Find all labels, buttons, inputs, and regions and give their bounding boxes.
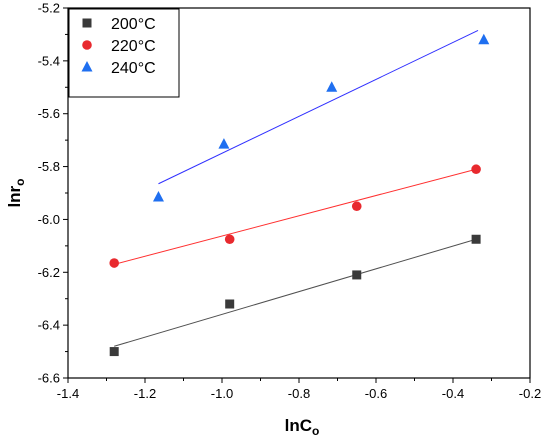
legend-marker-1 xyxy=(82,40,92,50)
legend-label-2: 240°C xyxy=(111,60,156,77)
x-tick-label: -0.6 xyxy=(365,386,387,401)
legend-label-1: 220°C xyxy=(111,38,156,55)
legend-label-0: 200°C xyxy=(111,16,156,33)
legend-marker-0 xyxy=(82,18,92,28)
data-point-s0-2 xyxy=(352,270,362,280)
data-point-s1-3 xyxy=(471,164,481,175)
data-point-s2-0 xyxy=(152,190,164,202)
data-point-s0-0 xyxy=(109,347,119,357)
x-tick-label: -1.2 xyxy=(134,386,156,401)
x-tick-label: -1.4 xyxy=(57,386,79,401)
data-point-s2-3 xyxy=(478,33,490,45)
fit-line-1 xyxy=(114,168,477,265)
x-axis-title-sub: o xyxy=(312,424,319,438)
y-tick-label: -5.8 xyxy=(38,159,60,174)
legend-marker-2 xyxy=(81,61,93,72)
y-axis-title-sub: o xyxy=(13,178,27,185)
y-axis-title: lnro xyxy=(5,178,27,207)
y-tick-label: -6.4 xyxy=(38,318,60,333)
data-point-s1-0 xyxy=(109,258,119,268)
data-point-s2-2 xyxy=(326,81,338,92)
y-tick-label: -6.6 xyxy=(38,371,60,386)
x-tick-label: -0.2 xyxy=(519,386,541,401)
legend: 200°C 220°C 240°C xyxy=(68,8,180,98)
fit-line-0 xyxy=(114,238,477,347)
data-point-s2-1 xyxy=(218,138,230,149)
fit-line-2 xyxy=(158,30,479,185)
x-axis-title: lnCo xyxy=(285,416,320,438)
data-point-s1-1 xyxy=(224,234,235,245)
x-tick-label: -0.4 xyxy=(442,386,464,401)
y-tick-label: -6.0 xyxy=(38,212,60,227)
plot-area: -1.4 -1.2 -1.0 -0.8 -0.6 -0.4 -0.2 -6.6 -6.4 -6.2… xyxy=(38,1,542,402)
y-tick-label: -5.6 xyxy=(38,106,60,121)
y-tick-label: -5.4 xyxy=(38,53,60,68)
y-tick-label: -6.2 xyxy=(38,265,60,280)
x-tick-label: -0.8 xyxy=(288,386,310,401)
y-tick-label: -5.2 xyxy=(38,1,60,16)
x-tick-label: -1.0 xyxy=(211,386,233,401)
data-point-s0-3 xyxy=(471,234,481,244)
y-axis-title-main: lnr xyxy=(5,185,24,207)
data-point-s1-2 xyxy=(351,201,362,212)
data-point-s0-1 xyxy=(225,299,235,309)
x-axis-title-main: lnC xyxy=(285,416,312,435)
